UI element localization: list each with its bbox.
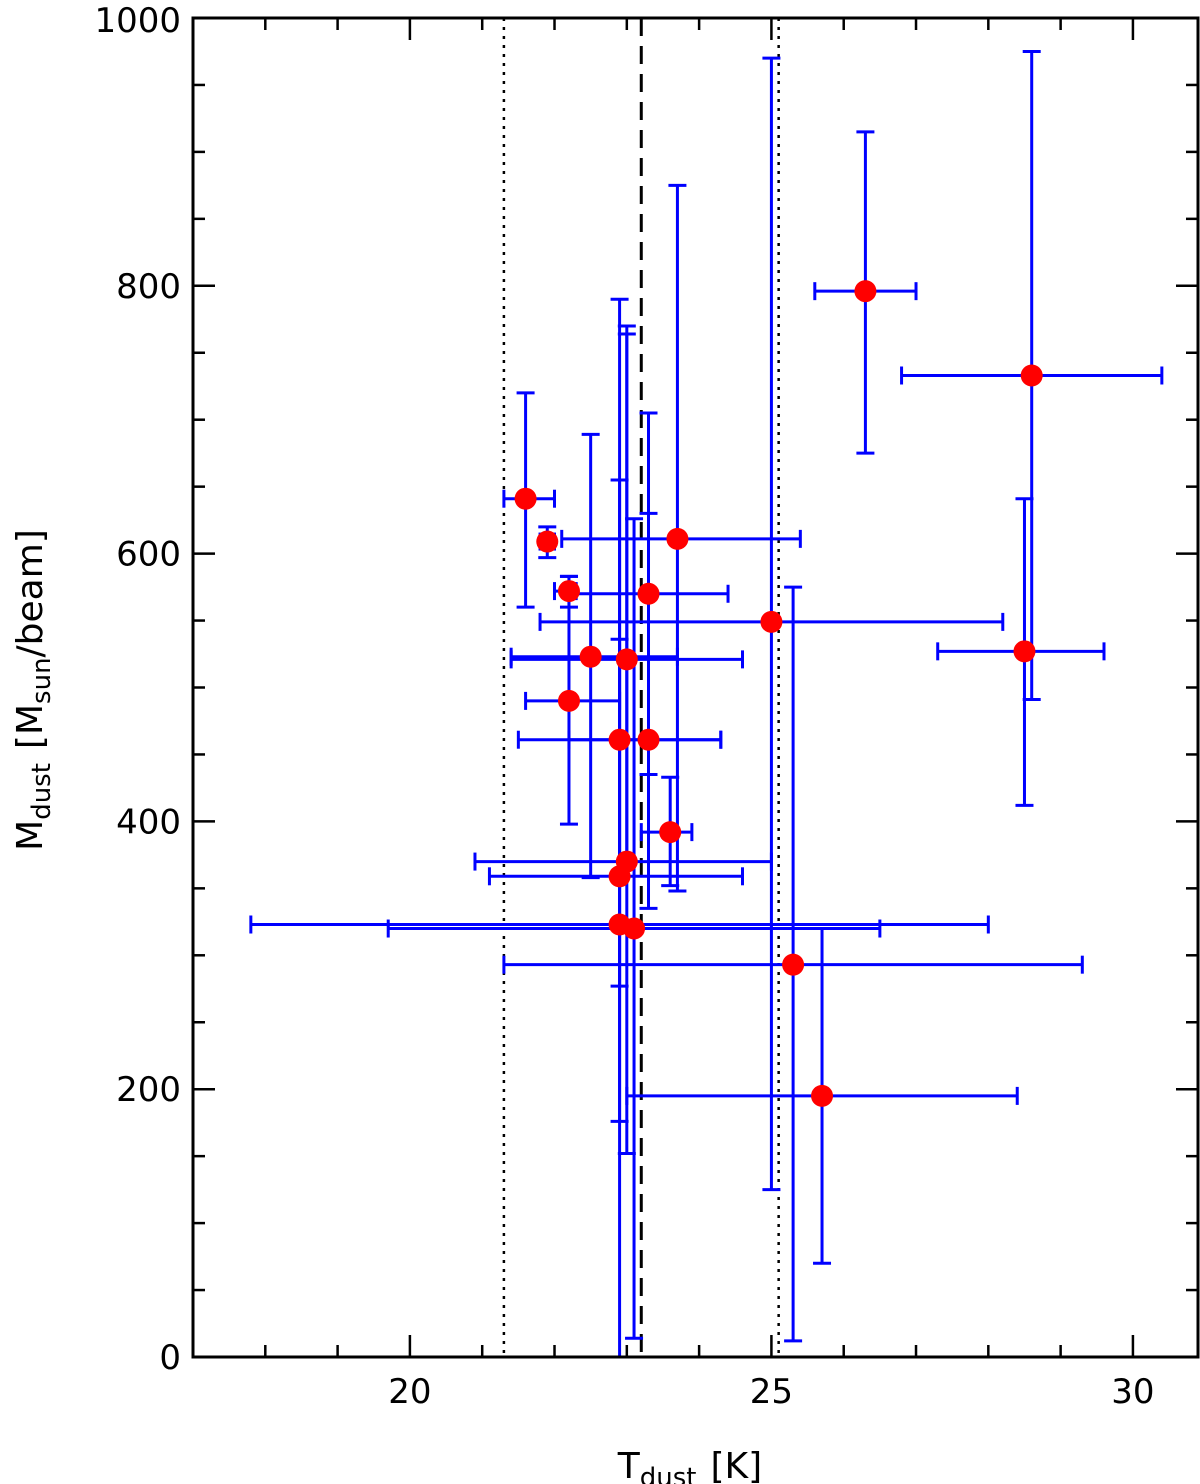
x-tick-label: 25 xyxy=(750,1372,793,1412)
data-point-19 xyxy=(1020,364,1043,387)
x-axis-subscript: dust xyxy=(640,1463,697,1484)
y-tick-label: 0 xyxy=(159,1338,181,1378)
y-tick-label: 1000 xyxy=(94,1,181,41)
plot-frame xyxy=(191,16,1200,1359)
error-bars xyxy=(249,49,1164,1359)
data-markers xyxy=(514,280,1043,1107)
data-point-16 xyxy=(782,953,805,976)
data-point-10 xyxy=(659,821,682,844)
data-point-3 xyxy=(637,582,660,605)
y-axis-label: Mdust [Msun/beam] xyxy=(10,529,57,851)
x-axis-label: Tdust [K] xyxy=(617,1446,762,1484)
data-point-8 xyxy=(608,728,631,751)
y-tick-label: 200 xyxy=(116,1070,181,1110)
data-point-12 xyxy=(608,865,631,888)
data-point-1 xyxy=(536,530,559,553)
data-point-14 xyxy=(623,917,646,940)
data-point-9 xyxy=(637,728,660,751)
y-tick-label: 600 xyxy=(116,535,181,575)
x-tick-label: 20 xyxy=(388,1372,431,1412)
data-point-4 xyxy=(666,527,689,550)
data-point-18 xyxy=(854,280,877,303)
y-axis-symbol: M xyxy=(10,820,51,851)
data-point-15 xyxy=(760,610,783,633)
data-point-20 xyxy=(1013,640,1036,663)
y-axis-unit-end: /beam] xyxy=(10,529,51,657)
x-axis-symbol: T xyxy=(617,1446,641,1484)
y-axis-subscript: dust xyxy=(27,763,57,820)
data-point-6 xyxy=(615,648,638,671)
data-point-2 xyxy=(557,580,580,603)
y-tick-label: 800 xyxy=(116,267,181,307)
error-bar-13 xyxy=(249,297,990,1359)
data-point-5 xyxy=(579,645,602,668)
y-axis-unit-start: [M xyxy=(10,704,51,749)
x-tick-label: 30 xyxy=(1111,1372,1154,1412)
y-axis-unit-subscript: sun xyxy=(27,657,57,704)
data-point-0 xyxy=(514,487,537,510)
data-point-7 xyxy=(557,689,580,712)
axes: 20 25 30 0 200 400 600 800 1000 xyxy=(94,1,1200,1412)
y-tick-label: 400 xyxy=(116,802,181,842)
data-point-17 xyxy=(811,1084,834,1107)
x-axis-unit: [K] xyxy=(711,1446,763,1484)
reference-lines xyxy=(502,18,780,1357)
